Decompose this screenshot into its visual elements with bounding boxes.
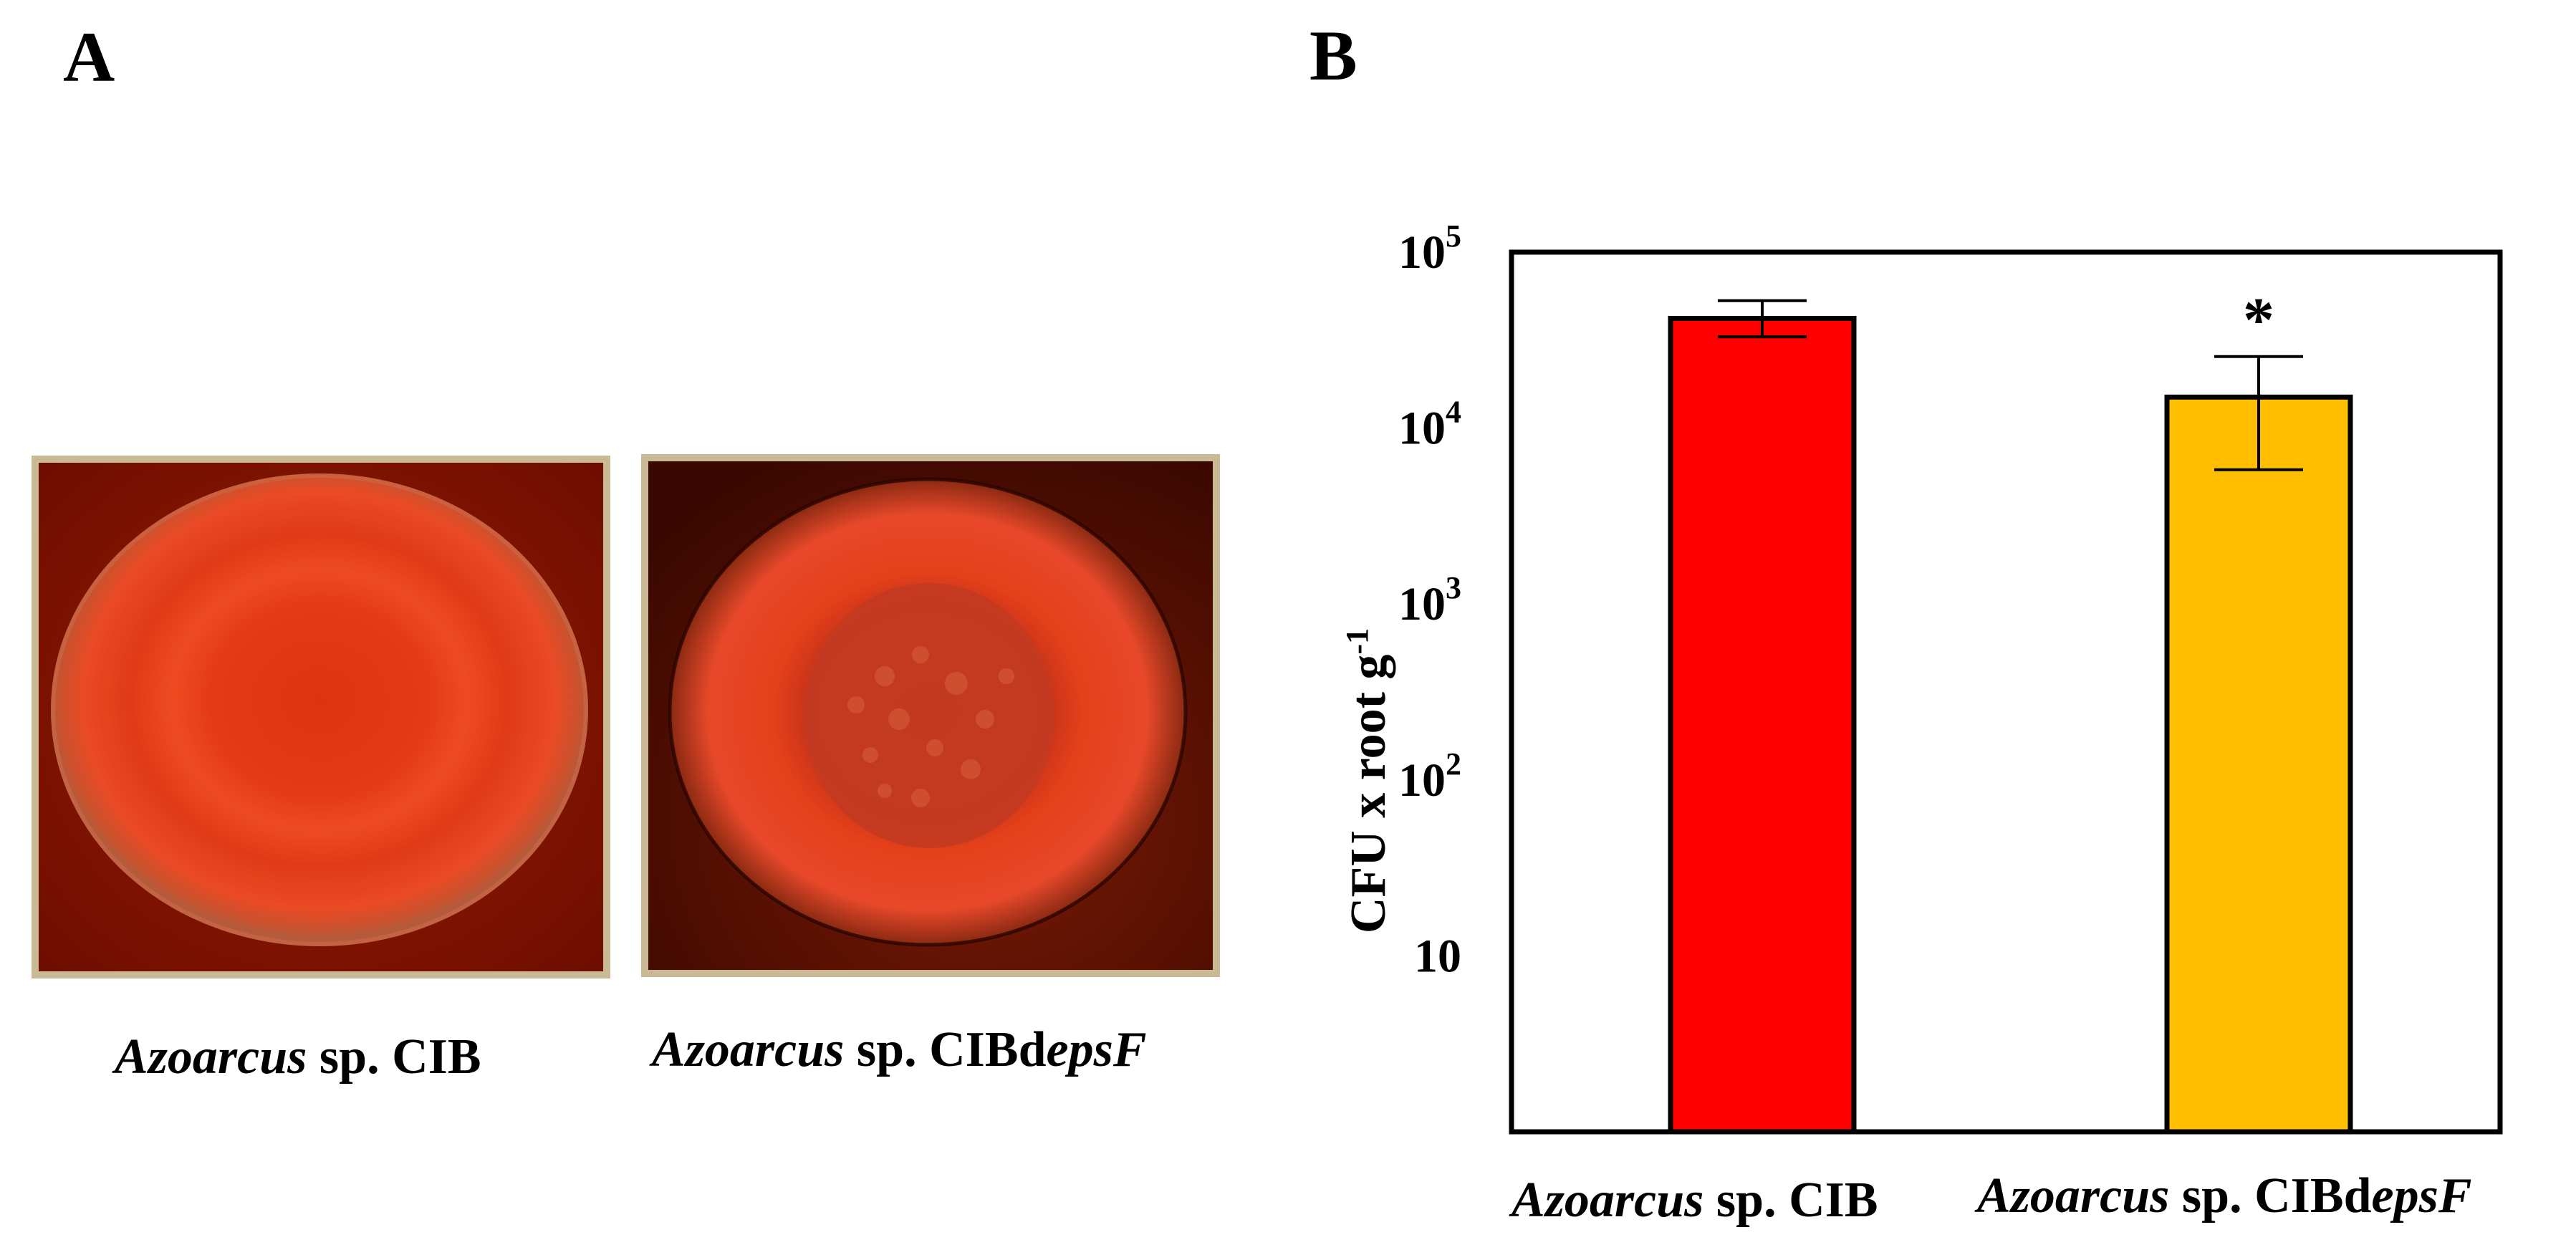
bar-0 bbox=[1668, 316, 1857, 1135]
x-tick-label-mutant-rest: sp. CIBd bbox=[2169, 1168, 2372, 1223]
x-tick-label-mutant-gene: epsF bbox=[2371, 1168, 2472, 1223]
colony-photo-wild-type bbox=[32, 456, 610, 978]
x-tick-label-wild-type-rest: sp. CIB bbox=[1703, 1173, 1878, 1228]
colony-image-mutant bbox=[648, 461, 1213, 970]
plot-frame bbox=[1509, 249, 2503, 1135]
y-axis-label: CFU x root g-1 bbox=[1339, 628, 1398, 933]
y-tick-label-3: 104 bbox=[1398, 395, 1461, 455]
x-tick-label-wild-type-genus: Azoarcus bbox=[1512, 1173, 1704, 1228]
colony-photo-mutant bbox=[641, 454, 1220, 977]
x-tick-label-wild-type: Azoarcus sp. CIB bbox=[1512, 1172, 1878, 1229]
x-tick-label-mutant-genus: Azoarcus bbox=[1977, 1168, 2170, 1223]
panel-a-label: A bbox=[63, 17, 115, 97]
y-axis-label-exponent: -1 bbox=[1339, 628, 1375, 655]
x-tick-label-mutant: Azoarcus sp. CIBdepsF bbox=[1977, 1168, 2472, 1225]
caption-wild-type-genus: Azoarcus bbox=[115, 1029, 307, 1085]
y-tick-label-2: 103 bbox=[1398, 570, 1461, 630]
y-tick-label-4: 105 bbox=[1398, 218, 1461, 279]
caption-mutant-rest: sp. CIBd bbox=[844, 1022, 1047, 1077]
y-tick-label-1: 102 bbox=[1398, 746, 1461, 807]
caption-wild-type: Azoarcus sp. CIB bbox=[115, 1029, 481, 1086]
panel-b-label: B bbox=[1309, 16, 1357, 95]
caption-mutant: Azoarcus sp. CIBdepsF bbox=[652, 1021, 1147, 1079]
bar-1 bbox=[2164, 394, 2353, 1135]
caption-wild-type-rest: sp. CIB bbox=[307, 1029, 481, 1085]
significance-marker-1: * bbox=[2243, 286, 2274, 355]
y-tick-label-0: 10 bbox=[1414, 930, 1461, 982]
caption-mutant-genus: Azoarcus bbox=[652, 1022, 845, 1077]
caption-mutant-gene: epsF bbox=[1046, 1022, 1147, 1077]
y-axis-label-main: CFU x root g bbox=[1341, 654, 1397, 934]
colony-image-wild-type bbox=[39, 463, 603, 971]
